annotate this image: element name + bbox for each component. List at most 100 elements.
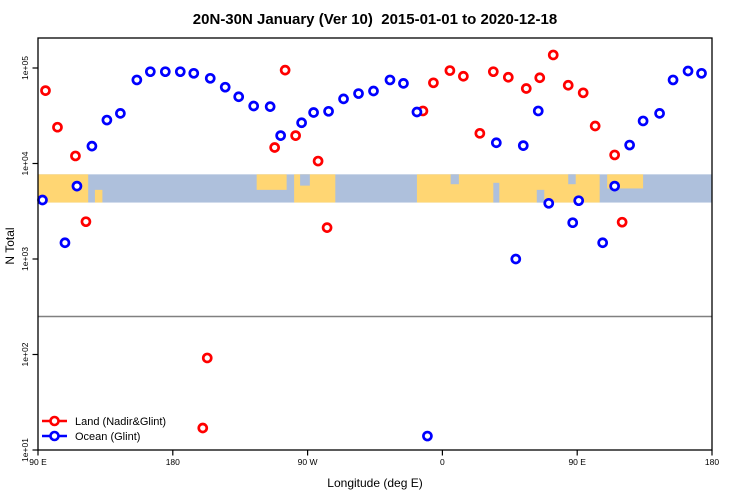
data-point-ocean — [637, 115, 649, 127]
data-point-land — [70, 150, 81, 162]
data-point-ocean — [597, 237, 609, 249]
plot-box — [37, 37, 713, 451]
data-point-ocean — [233, 91, 245, 103]
data-point-ocean — [219, 81, 231, 93]
data-point-land — [80, 216, 92, 228]
y-tick-label: 1e+04 — [20, 151, 30, 175]
data-point-ocean — [411, 106, 423, 118]
data-point-land — [312, 155, 324, 167]
data-point-ocean — [174, 66, 186, 78]
data-point-ocean — [398, 78, 409, 89]
data-point-ocean — [490, 137, 502, 149]
data-point-land — [40, 85, 51, 96]
data-point-land — [562, 79, 574, 91]
data-point-ocean — [159, 66, 171, 78]
map-ocean-notch — [493, 182, 500, 203]
data-point-land — [279, 64, 291, 76]
map-strip — [38, 174, 712, 203]
x-tick-label: 90 E — [568, 457, 586, 467]
data-point-land — [201, 352, 213, 364]
y-tick-label: 1e+03 — [20, 247, 30, 271]
data-point-ocean — [37, 194, 48, 206]
x-tick-label: 180 — [166, 457, 180, 467]
map-ocean — [38, 174, 712, 203]
data-point-ocean — [264, 101, 276, 112]
chart-title: 20N-30N January (Ver 10) 2015-01-01 to 2… — [193, 11, 557, 28]
data-point-ocean — [86, 140, 98, 152]
data-point-ocean — [101, 114, 113, 126]
x-tick-label: 0 — [440, 457, 445, 467]
data-point-ocean — [384, 74, 396, 86]
data-point-ocean — [296, 117, 307, 129]
x-tick-label: 90 E — [29, 457, 47, 467]
data-point-ocean — [353, 88, 364, 99]
legend-label-ocean: Ocean (Glint) — [75, 431, 140, 443]
data-point-ocean — [609, 180, 620, 192]
data-point-land — [474, 127, 486, 139]
data-point-land — [616, 216, 628, 228]
data-points — [37, 49, 707, 442]
data-point-land — [520, 83, 532, 94]
data-point-land — [609, 149, 620, 161]
legend-label-land: Land (Nadir&Glint) — [75, 416, 166, 428]
data-point-ocean — [204, 72, 216, 84]
data-point-land — [290, 130, 301, 141]
data-point-ocean — [573, 195, 585, 207]
data-point-ocean — [667, 74, 679, 86]
legend-ocean-circle-icon — [49, 430, 60, 442]
map-land-segment — [256, 174, 287, 190]
data-point-land — [444, 65, 456, 76]
legend: Land (Nadir&Glint) Ocean (Glint) — [42, 415, 166, 443]
data-point-ocean — [682, 65, 694, 77]
map-ocean-notch — [568, 174, 576, 185]
data-point-land — [458, 70, 469, 82]
data-point-ocean — [115, 108, 126, 119]
data-point-ocean — [368, 85, 379, 97]
data-point-ocean — [308, 107, 319, 118]
data-point-ocean — [188, 67, 200, 79]
data-point-ocean — [71, 180, 83, 192]
data-point-land — [534, 72, 546, 84]
data-point-land — [269, 142, 280, 153]
data-point-ocean — [422, 430, 433, 442]
y-tick-label: 1e+01 — [20, 438, 30, 462]
data-point-land — [52, 121, 63, 133]
x-tick-label: 90 W — [298, 457, 318, 467]
data-point-ocean — [532, 105, 544, 117]
map-ocean-notch — [300, 174, 310, 186]
data-point-land — [589, 120, 601, 132]
data-point-ocean — [510, 253, 522, 265]
data-point-ocean — [517, 140, 529, 151]
y-tick-label: 1e+02 — [20, 342, 30, 366]
data-point-land — [487, 66, 499, 78]
map-land-segment — [94, 189, 103, 203]
data-point-ocean — [323, 105, 334, 117]
data-point-ocean — [59, 237, 71, 249]
map-ocean-notch — [536, 189, 545, 203]
data-point-land — [502, 71, 514, 83]
data-point-ocean — [144, 66, 156, 78]
data-point-ocean — [275, 130, 286, 141]
data-point-ocean — [248, 100, 260, 112]
data-point-ocean — [567, 217, 579, 229]
data-point-land — [577, 87, 589, 99]
legend-land-circle-icon — [49, 415, 60, 427]
data-point-ocean — [624, 139, 635, 151]
data-point-ocean — [131, 74, 143, 86]
data-point-land — [321, 222, 333, 233]
x-tick-label: 180 — [705, 457, 719, 467]
data-point-ocean — [696, 67, 707, 79]
axes: 90 E 180 90 W 0 90 E 180 1e+01 1e+02 1e+03 1e+04 1… — [20, 37, 719, 467]
data-point-land — [428, 77, 439, 89]
data-point-land — [547, 49, 559, 61]
y-axis-label: N Total — [3, 227, 17, 264]
x-axis-label: Longitude (deg E) — [327, 476, 422, 490]
y-tick-label: 1e+05 — [20, 56, 30, 80]
data-point-ocean — [654, 108, 665, 119]
data-point-ocean — [338, 93, 349, 105]
map-ocean-notch — [450, 174, 459, 185]
data-point-ocean — [543, 197, 555, 209]
data-point-land — [197, 422, 209, 434]
